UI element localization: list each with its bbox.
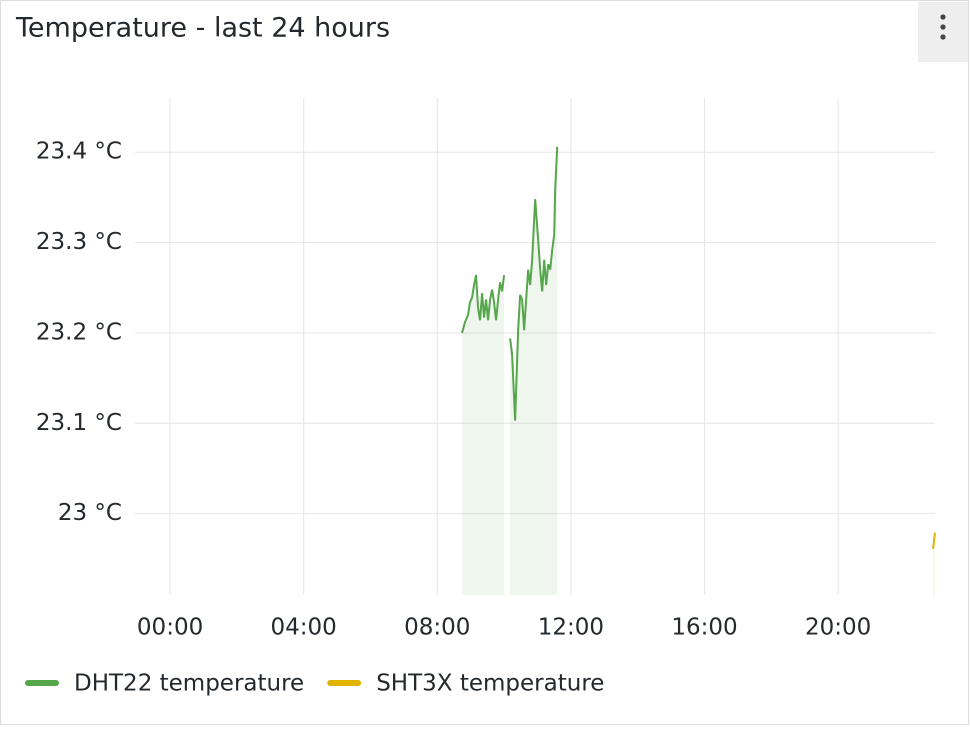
line <box>932 532 936 550</box>
x-tick-label: 04:00 <box>271 615 337 641</box>
y-tick-label: 23 °C <box>58 500 122 526</box>
x-tick-label: 20:00 <box>805 615 871 641</box>
legend-label[interactable]: SHT3X temperature <box>376 671 604 697</box>
x-tick-label: 16:00 <box>671 615 737 641</box>
x-tick-label: 12:00 <box>538 615 604 641</box>
legend-label[interactable]: DHT22 temperature <box>74 671 304 697</box>
menu-dot <box>940 14 946 20</box>
y-tick-label: 23.2 °C <box>36 319 122 345</box>
y-tick-label: 23.4 °C <box>36 139 122 165</box>
x-tick-label: 08:00 <box>404 615 470 641</box>
y-tick-label: 23.1 °C <box>36 410 122 436</box>
line <box>461 146 559 421</box>
y-tick-label: 23.3 °C <box>36 229 122 255</box>
panel-title: Temperature - last 24 hours <box>15 13 390 44</box>
menu-bg[interactable] <box>918 2 968 62</box>
menu-dot <box>940 24 946 30</box>
menu-button[interactable] <box>918 2 968 62</box>
menu-dot <box>940 34 946 40</box>
x-tick-label: 00:00 <box>137 615 203 641</box>
area <box>462 146 558 595</box>
